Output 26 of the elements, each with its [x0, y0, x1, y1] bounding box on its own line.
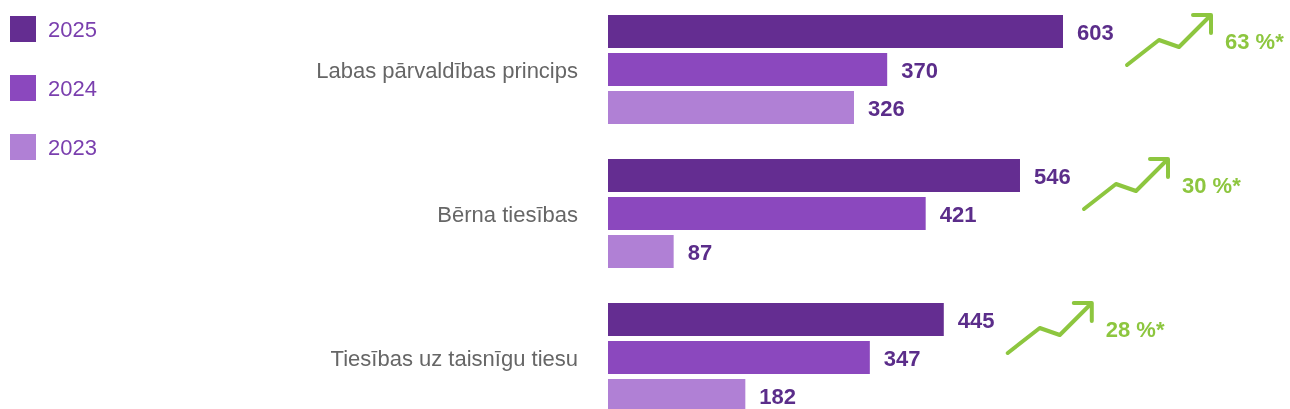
bar	[608, 197, 926, 230]
data-label: 370	[901, 57, 938, 83]
y-tick-label: Tiesības uz taisnīgu tiesu	[330, 345, 578, 371]
data-label: 546	[1033, 163, 1071, 189]
legend-label: 2023	[48, 135, 97, 160]
y-tick-label: Labas pārvaldības princips	[316, 57, 578, 83]
data-label: 326	[867, 95, 905, 121]
text: 30 %*	[1181, 173, 1242, 198]
bar	[608, 303, 944, 336]
bar	[608, 53, 888, 86]
bar	[608, 341, 870, 374]
legend-label: 2024	[48, 76, 97, 101]
data-label: 347	[883, 345, 921, 371]
data-label: 87	[687, 239, 713, 265]
data-label: 182	[759, 383, 797, 409]
data-label: 421	[939, 201, 977, 227]
bar	[608, 15, 1063, 48]
bar	[608, 91, 854, 124]
bar	[608, 235, 674, 268]
data-label: 603	[1077, 19, 1114, 45]
text: 63 %*	[1225, 29, 1285, 54]
legend-label: 2025	[48, 17, 97, 42]
data-label: 445	[957, 307, 995, 333]
text: 28 %*	[1105, 317, 1165, 342]
bar	[608, 159, 1020, 192]
y-tick-label: Bērna tiesības	[437, 201, 578, 227]
